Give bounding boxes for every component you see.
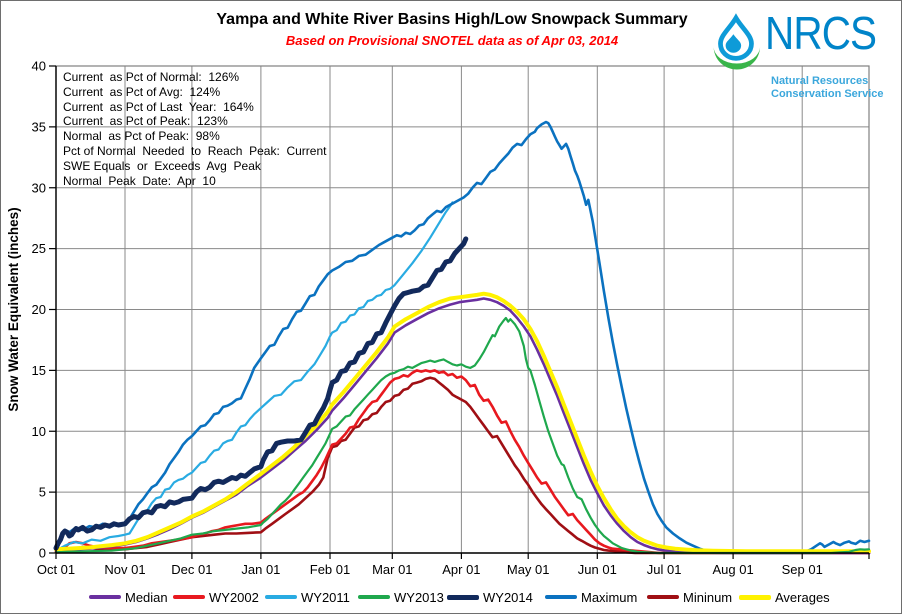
legend-item-maximum: Maximum (545, 587, 637, 607)
x-tick-label: Apr 01 (442, 562, 480, 577)
y-tick-label-10: 10 (32, 424, 46, 439)
y-tick-label-30: 30 (32, 180, 46, 195)
x-tick-label: Aug 01 (712, 562, 753, 577)
legend-swatch-median (89, 595, 121, 599)
stat-line-0: Current as Pct of Normal: 126% (63, 70, 240, 84)
y-tick-label-20: 20 (32, 302, 46, 317)
x-tick-label: Mar 01 (372, 562, 412, 577)
legend-label-wy2002: WY2002 (209, 589, 259, 605)
legend-swatch-wy2013 (358, 595, 390, 599)
series-line-wy2014 (53, 236, 469, 551)
y-tick-label-15: 15 (32, 363, 46, 378)
y-tick-label-5: 5 (39, 485, 46, 500)
y-tick-label-40: 40 (32, 59, 46, 74)
org-name-line1: Natural Resources (771, 75, 869, 87)
y-tick-label-25: 25 (32, 241, 46, 256)
nrcs-drop-icon (713, 13, 761, 70)
stat-line-7: Normal Peak Date: Apr 10 (63, 173, 216, 188)
swoosh-green (713, 46, 761, 70)
legend-label-averages: Averages (775, 589, 830, 605)
x-tick-label: Jun 01 (578, 562, 617, 577)
stat-line-5: Pct of Normal Needed to Reach Peak: Curr… (63, 143, 327, 158)
legend-item-averages: Averages (739, 587, 830, 607)
chart-legend: Median WY2002 WY2011 WY2013 WY2014 Maximum Min… (1, 587, 901, 609)
legend-swatch-averages (739, 594, 771, 600)
y-tick-label-0: 0 (39, 546, 46, 561)
drop-inner (725, 34, 742, 53)
page-subtitle: Based on Provisional SNOTEL data as of A… (285, 33, 619, 48)
x-tick-label: Feb 01 (310, 562, 350, 577)
series-line-wy2013 (54, 316, 871, 555)
stat-line-4: Normal as Pct of Peak: 98% (63, 129, 220, 144)
legend-label-wy2011: WY2011 (301, 589, 350, 605)
org-name-line2: Conservation Service (771, 88, 884, 100)
legend-label-wy2013: WY2013 (394, 589, 444, 605)
stat-line-1: Current as Pct of Avg: 124% (63, 84, 221, 99)
x-tick-label: Oct 01 (37, 562, 75, 577)
legend-label-median: Median (125, 589, 168, 605)
page-title: Yampa and White River Basins High/Low Sn… (216, 11, 688, 28)
stat-line-2: Current as Pct of Last Year: 164% (63, 99, 254, 114)
legend-swatch-mininum (647, 595, 679, 599)
stat-line-6: SWE Equals or Exceeds Avg Peak (63, 158, 261, 173)
stat-line-3: Current as Pct of Peak: 123% (63, 114, 228, 129)
nrcs-wordmark: NRCS (764, 7, 877, 59)
legend-swatch-maximum (545, 595, 577, 599)
legend-item-wy2011: WY2011 (265, 587, 350, 607)
series-line-wy2011 (54, 201, 454, 552)
x-tick-label: Nov 01 (104, 562, 145, 577)
legend-item-wy2013: WY2013 (358, 587, 444, 607)
y-tick-label-35: 35 (32, 119, 46, 134)
x-tick-label: Jul 01 (647, 562, 682, 577)
nrcs-logo: NRCS Natural Resources Conservation Serv… (711, 7, 891, 100)
legend-item-wy2002: WY2002 (173, 587, 259, 607)
series-line-averages (54, 291, 871, 554)
x-tick-label: Jan 01 (241, 562, 280, 577)
x-tick-label: Dec 01 (171, 562, 212, 577)
series-line-median (54, 297, 871, 555)
x-tick-label: Sep 01 (782, 562, 823, 577)
legend-swatch-wy2014 (447, 594, 479, 600)
x-tick-label: May 01 (507, 562, 550, 577)
legend-swatch-wy2011 (265, 595, 297, 599)
legend-item-median: Median (89, 587, 168, 607)
legend-swatch-wy2002 (173, 595, 205, 599)
legend-label-wy2014: WY2014 (483, 589, 533, 605)
legend-label-maximum: Maximum (581, 589, 638, 605)
stats-annotation-box: Current as Pct of Normal: 126% Current as… (63, 70, 363, 188)
y-axis-title: Snow Water Equivalent (inches) (6, 207, 21, 411)
series-line-maximum (54, 120, 871, 555)
legend-label-mininum: Mininum (683, 589, 733, 605)
legend-item-mininum: Mininum (647, 587, 732, 607)
series-line-mininum (54, 376, 871, 555)
legend-item-wy2014: WY2014 (447, 587, 533, 607)
